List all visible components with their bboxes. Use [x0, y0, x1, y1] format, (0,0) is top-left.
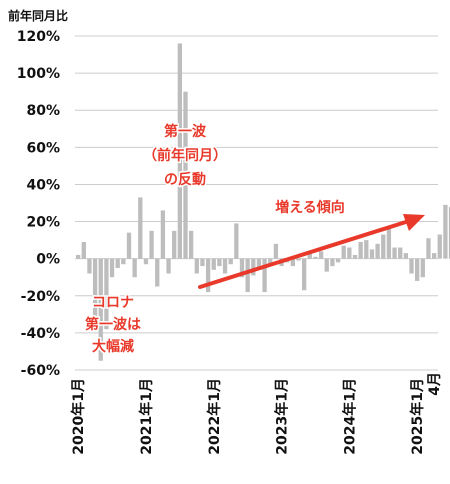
bar [87, 258, 92, 274]
x-tick-label: 2021年1月 [138, 378, 155, 455]
bar [98, 258, 103, 361]
y-tick-label: 20% [26, 215, 60, 231]
bar [443, 204, 448, 259]
x-tick-label: 2025年1月 [409, 378, 426, 455]
annotation-line: （前年同月） [143, 147, 227, 164]
bar [189, 230, 194, 259]
bar [352, 254, 358, 259]
annotation-line: 大幅減 [92, 338, 134, 355]
bar [262, 258, 267, 293]
bar [273, 243, 279, 259]
bar [347, 247, 352, 259]
bar [358, 241, 363, 259]
bar [109, 258, 115, 278]
bar [138, 197, 143, 259]
bar [222, 258, 228, 274]
bar [245, 258, 250, 293]
bar [228, 258, 233, 265]
bar [183, 91, 188, 259]
bar [335, 258, 341, 263]
bar [239, 258, 245, 278]
bar [200, 258, 205, 267]
bar [256, 258, 262, 268]
bar [364, 240, 369, 259]
bar [318, 251, 324, 259]
y-tick-label: 0% [36, 252, 60, 268]
annotation-line: の反動 [164, 171, 206, 188]
y-tick-label: 40% [26, 177, 60, 193]
bar [149, 230, 154, 259]
x-tick-label: 2020年1月 [70, 378, 87, 455]
bar [398, 247, 403, 259]
bar [313, 256, 318, 259]
bar [234, 223, 239, 259]
bar [121, 258, 126, 265]
bars [76, 43, 450, 361]
annotation-line: 第一波は [85, 316, 141, 333]
bar [268, 258, 273, 265]
bar [177, 43, 182, 259]
bar [172, 230, 177, 259]
bar [324, 258, 329, 272]
bar [426, 238, 431, 259]
bar [369, 249, 375, 259]
bar [211, 258, 216, 270]
x-tick-label: 4月 [427, 372, 443, 396]
bar [392, 247, 397, 259]
bar [160, 210, 166, 259]
bar [375, 243, 380, 259]
y-tick-label: 60% [26, 140, 60, 156]
bar [290, 258, 295, 267]
bar [132, 258, 137, 278]
y-axis: -60% -40% -20% 0% 20% 40% 60% 80% 100% 120% [17, 29, 60, 379]
bar [104, 258, 109, 330]
bar [307, 253, 312, 259]
y-tick-label: 80% [26, 103, 60, 119]
bar [403, 253, 408, 259]
bar [155, 258, 160, 287]
annotation-line: 増える傾向 [275, 199, 345, 216]
bar [296, 258, 301, 261]
y-tick-label: -60% [21, 363, 60, 379]
bar [302, 258, 307, 291]
bar [437, 234, 442, 259]
bar [330, 258, 335, 267]
bar [381, 234, 386, 259]
y-tick-label: -20% [21, 289, 60, 305]
bar [76, 254, 81, 259]
x-tick-label: 2022年1月 [206, 378, 223, 455]
trend-arrow-head [403, 214, 425, 231]
bar [166, 258, 171, 274]
y-tick-label: 120% [17, 29, 60, 45]
bar [194, 258, 199, 274]
annotation-line: 第一波 [164, 123, 207, 140]
bar [386, 228, 392, 259]
bar [115, 258, 120, 268]
y-tick-label: -40% [21, 326, 60, 342]
annotation-line: コロナ [92, 295, 134, 311]
bar [251, 258, 256, 276]
x-tick-label: 2023年1月 [274, 378, 291, 455]
bar [143, 258, 149, 265]
bar [409, 258, 414, 274]
y-axis-title: 前年同月比 [8, 8, 68, 23]
bar [415, 258, 420, 281]
y-tick-label: 100% [17, 66, 60, 82]
bar [341, 245, 346, 259]
bar [448, 206, 450, 259]
bar [81, 241, 86, 259]
bar [217, 258, 222, 267]
trend-arrow [198, 214, 425, 289]
bar [126, 232, 132, 259]
bar [431, 253, 437, 259]
x-tick-label: 2024年1月 [341, 378, 358, 455]
trend-arrow-line [198, 219, 411, 289]
bar [205, 258, 211, 293]
bar [92, 258, 98, 326]
bar [420, 258, 425, 278]
x-axis: 2020年1月 2021年1月 2022年1月 2023年1月 2024年1月 2025年… [70, 372, 443, 455]
